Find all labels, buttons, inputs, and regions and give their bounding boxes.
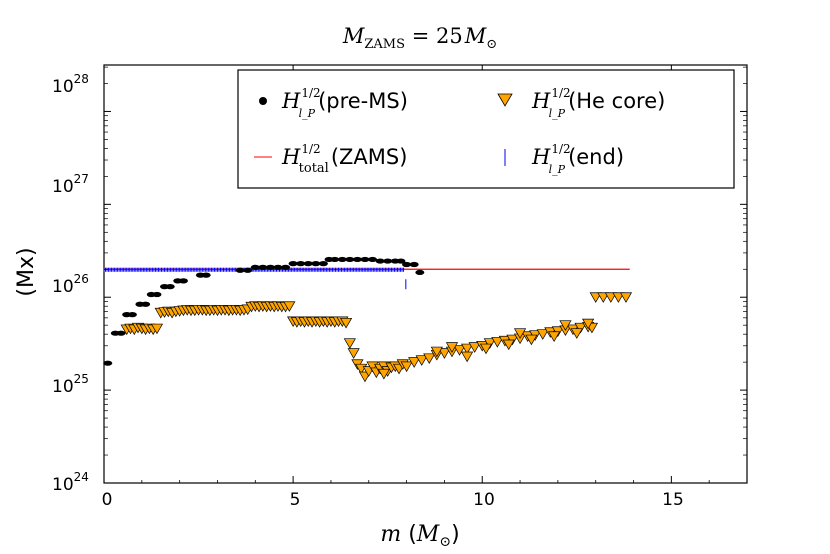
he-core-point [347,348,360,359]
pre-ms-point [337,256,347,263]
pre-ms-point [375,258,385,264]
he-core-point [400,361,413,373]
he-core-point [377,368,391,380]
pre-ms-point [415,269,425,276]
x-axis-label: m (M⊙) [380,522,459,550]
pre-ms-point [330,256,340,263]
pre-ms-point [141,301,151,307]
he-core-point [502,339,515,351]
legend-entry-he-core: H1/2 l_P(He core) [531,86,665,120]
y-tick-label: 1027 [52,172,89,197]
legend-entry-pre-ms: H1/2 l_P(pre-MS) [281,86,408,120]
pre-ms-point [303,261,313,267]
y-axis-label: (Mx) [14,247,39,296]
pre-ms-point [352,256,362,263]
he-core-point [339,317,353,329]
he-core-point [582,318,595,330]
pre-ms-point [265,264,275,270]
he-core-point [513,328,527,339]
y-tick-label: 1025 [52,372,89,397]
he-core-point [612,292,625,303]
he-core-point [283,301,296,312]
pre-ms-point [402,261,412,268]
he-core-point [559,320,572,331]
pre-ms-point [201,272,211,278]
pre-ms-point [103,360,113,366]
pre-ms-point [258,264,268,270]
pre-ms-series [103,256,425,366]
he-core-point [525,334,538,346]
legend-entry-zams: H1/2 total(ZAMS) [281,142,407,176]
pre-ms-point [281,264,291,270]
he-core-point [408,357,421,368]
pre-ms-point [165,284,175,290]
he-core-point [438,348,451,359]
he-core-point [619,292,633,303]
y-tick-label: 1028 [52,72,89,97]
he-core-series [120,292,633,383]
x-tick-label: 10 [473,490,495,510]
pre-ms-point [360,256,370,263]
legend: H1/2 l_P(pre-MS) H1/2 l_P(He core) H1/2 tot… [237,69,735,189]
y-tick-label: 1024 [52,470,89,495]
legend-box [237,69,735,189]
he-core-point [483,338,496,349]
he-core-point [460,351,474,363]
he-core-point [479,343,493,355]
he-core-point [604,292,617,303]
pre-ms-point [243,267,253,273]
pre-ms-point [288,261,298,267]
pre-ms-point [383,258,393,264]
he-core-point [570,328,583,339]
he-core-point [589,292,602,303]
x-tick-label: 5 [290,490,301,510]
legend-entry-end: H1/2 l_P(end) [531,142,624,176]
he-core-point [536,329,549,340]
pre-ms-point [318,261,328,267]
chart-title: MZAMS = 25M⊙ [342,24,497,52]
pre-ms-point [178,278,188,284]
pre-ms-point [409,261,419,268]
end-series [103,267,407,290]
pre-ms-point [116,330,126,336]
he-core-point [491,337,504,348]
he-core-point [547,331,561,342]
legend-marker-he-core [497,93,513,107]
pre-ms-point [152,291,162,298]
pre-ms-point [250,264,260,270]
pre-ms-point [311,261,321,267]
x-tick-label: 0 [102,490,113,510]
pre-ms-point [127,312,137,318]
he-core-point [430,346,443,358]
pre-ms-point [235,267,245,273]
he-core-point [574,322,587,334]
pre-ms-point [396,258,406,264]
pre-ms-point [296,261,306,267]
he-core-point [445,342,459,353]
legend-marker-pre-ms [259,97,267,105]
plot-area [103,64,748,484]
y-tick-labels: 1024 1025 1026 1027 1028 [52,72,89,495]
x-tick-label: 15 [662,490,684,510]
pre-ms-point [345,256,355,263]
y-tick-label: 1026 [52,272,89,297]
x-tick-labels: 0 5 10 15 [102,490,684,510]
he-core-point [415,355,428,366]
pre-ms-point [368,256,378,263]
he-core-point [343,338,356,349]
he-core-point [597,292,610,303]
he-core-point [468,342,481,353]
pre-ms-point [273,264,283,270]
he-core-point [150,323,164,335]
he-core-point [453,345,466,356]
he-core-point [423,353,436,365]
he-core-point [460,343,474,355]
